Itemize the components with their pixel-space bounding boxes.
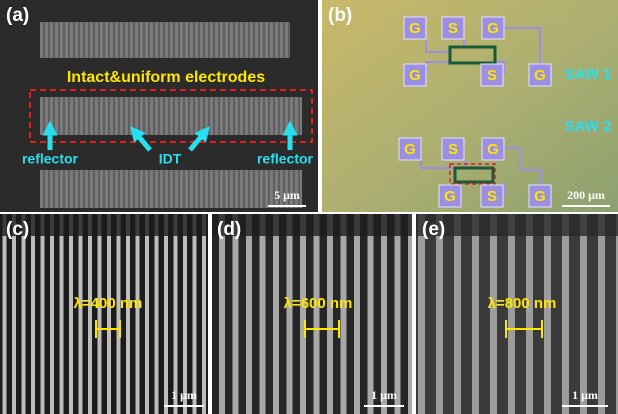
panel-label: (b) [328, 5, 352, 26]
scale-label: 1 μm [572, 388, 598, 402]
pad-label: S [487, 67, 497, 84]
electrode-row [40, 22, 290, 58]
panel-label: (e) [422, 219, 445, 240]
wavelength-label: λ=800 nm [488, 295, 557, 312]
panel-label: (c) [6, 219, 29, 240]
pad-label: G [534, 188, 546, 205]
annotation: Intact&uniform electrodes [67, 69, 265, 86]
image-edge [0, 214, 208, 236]
pad-label: G [409, 67, 421, 84]
sem-image [212, 214, 412, 414]
panel-e: (e) λ=800 nm 1 μm [416, 214, 618, 414]
pad-label: G [487, 141, 499, 158]
pad-label: G [409, 20, 421, 37]
sem-image [416, 214, 618, 414]
electrode-row [40, 97, 302, 135]
sem-image [0, 214, 208, 414]
electrode-row [40, 170, 302, 208]
annotation: IDT [159, 151, 182, 167]
panel-d: (d) λ=600 nm 1 μm [212, 214, 412, 414]
pad-label: S [448, 141, 458, 158]
panel-a: (a) Intact&uniform electrodes reflector … [0, 0, 318, 212]
scale-label: 5 μm [274, 188, 300, 202]
scale-label: 1 μm [371, 388, 397, 402]
pad-label: G [487, 20, 499, 37]
panel-c: (c) λ=400 nm 1 μm [0, 214, 208, 414]
panel-label: (d) [217, 219, 241, 240]
figure: (a) Intact&uniform electrodes reflector … [0, 0, 618, 414]
image-edge [212, 214, 412, 236]
annotation: reflector [22, 151, 79, 167]
pad-label: S [448, 20, 458, 37]
panel-label: (a) [6, 5, 29, 26]
pad-label: S [487, 188, 497, 205]
device-label: SAW 1 [565, 66, 612, 83]
device-label: SAW 2 [565, 118, 612, 135]
scale-label: 200 μm [567, 188, 605, 202]
image-edge [416, 214, 618, 236]
scale-label: 1 μm [171, 388, 197, 402]
pad-label: G [404, 141, 416, 158]
pad-label: G [534, 67, 546, 84]
pad-label: G [444, 188, 456, 205]
annotation: reflector [257, 151, 314, 167]
optical-image [322, 0, 618, 212]
panel-b: G S G G S G G S G G S G (b) SAW 1 SAW 2 200 μm [322, 0, 618, 212]
wavelength-label: λ=400 nm [74, 295, 143, 312]
wavelength-label: λ=600 nm [284, 295, 353, 312]
